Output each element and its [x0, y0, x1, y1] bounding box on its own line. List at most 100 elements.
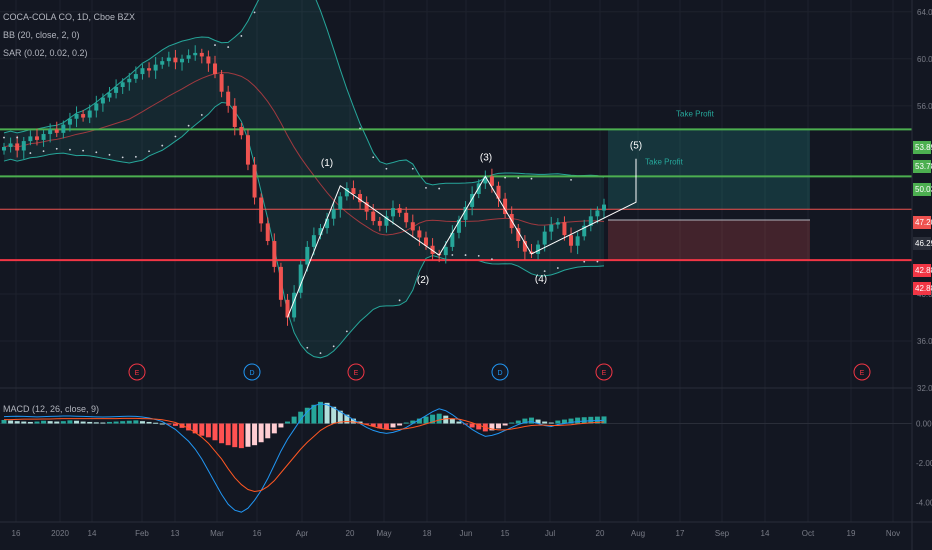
candle-35: [232, 105, 237, 127]
candle-90: [595, 210, 600, 217]
time-tick-7: Apr: [296, 529, 309, 538]
candle-60: [397, 208, 402, 213]
macd-bar-62: [410, 420, 416, 424]
time-tick-10: 18: [423, 529, 432, 538]
sar-legend[interactable]: SAR (0.02, 0.02, 0.2): [3, 48, 88, 58]
macd-bar-85: [561, 419, 567, 424]
symbol-legend[interactable]: COCA-COLA CO, 1D, Cboe BZX: [3, 12, 136, 22]
candle-65: [430, 245, 435, 254]
macd-tick-2: -4.00: [916, 498, 932, 507]
macd-bar-4: [27, 421, 33, 424]
macd-bar-13: [87, 421, 93, 424]
price-tick-1: 60.00: [917, 55, 932, 64]
bb-legend[interactable]: BB (20, close, 2, 0): [3, 30, 80, 40]
price-badge-bg-0: [913, 141, 931, 154]
sar-dots: [3, 11, 599, 355]
macd-bar-41: [271, 423, 277, 434]
price-badge-label-0: 53.89: [915, 143, 932, 152]
time-tick-12: 15: [501, 529, 510, 538]
price-badge-4: 46.29: [913, 237, 932, 250]
macd-bar-58: [383, 423, 389, 430]
macd-bar-67: [443, 415, 449, 424]
candle-59: [391, 208, 396, 217]
candle-79: [522, 241, 527, 252]
candle-28: [186, 55, 191, 59]
macd-bar-43: [285, 421, 291, 424]
time-tick-8: 20: [346, 529, 355, 538]
event-marker-letter-1: D: [249, 370, 254, 377]
candle-46: [305, 246, 310, 265]
candle-11: [74, 114, 79, 119]
macd-bar-26: [172, 423, 178, 426]
event-marker-4: E: [595, 363, 613, 381]
candle-1: [8, 143, 13, 147]
price-tick-4: 36.00: [917, 337, 932, 346]
event-marker-letter-5: E: [860, 370, 865, 377]
macd-bar-31: [205, 423, 211, 438]
sar-dot-46: [306, 346, 309, 349]
time-tick-4: 13: [171, 529, 180, 538]
sar-dot-74: [491, 258, 493, 261]
sar-dot-48: [319, 352, 322, 355]
event-marker-letter-2: E: [354, 370, 359, 377]
candle-83: [549, 224, 554, 232]
price-axis[interactable]: 64.0060.0056.0040.0036.0032.0053.8953.78…: [913, 8, 932, 393]
candle-71: [470, 194, 475, 207]
event-marker-0: E: [128, 363, 146, 381]
wave-label-5: (5): [630, 141, 642, 152]
sar-dot-30: [200, 114, 203, 116]
macd-bar-27: [179, 423, 185, 428]
macd-bar-17: [113, 421, 119, 424]
macd-bar-77: [509, 422, 515, 424]
macd-bar-71: [469, 423, 475, 428]
macd-bar-59: [390, 423, 396, 428]
time-tick-18: 14: [761, 529, 770, 538]
candle-48: [318, 228, 323, 236]
macd-bar-81: [535, 419, 541, 424]
candle-38: [252, 164, 257, 198]
macd-bar-75: [496, 423, 502, 429]
candle-34: [226, 91, 231, 106]
sar-dot-28: [187, 124, 190, 127]
sar-dot-70: [464, 254, 467, 256]
sar-dot-20: [134, 155, 137, 158]
time-tick-15: Aug: [631, 529, 645, 538]
candle-13: [87, 110, 92, 118]
sar-dot-4: [29, 152, 32, 154]
macd-bar-8: [54, 421, 60, 424]
candle-23: [153, 64, 158, 71]
candle-85: [562, 222, 567, 236]
macd-legend[interactable]: MACD (12, 26, close, 9): [3, 404, 100, 414]
candle-31: [206, 56, 211, 64]
candle-19: [127, 78, 132, 83]
macd-bar-39: [258, 423, 264, 443]
candle-7: [48, 129, 53, 135]
time-tick-1: 2020: [51, 529, 69, 538]
price-badge-bg-1: [913, 160, 931, 173]
candle-45: [298, 264, 303, 293]
macd-bar-32: [212, 423, 218, 441]
macd-bar-2: [14, 421, 20, 424]
macd-bar-18: [120, 421, 126, 424]
candle-17: [114, 87, 119, 93]
wave-label-4: (4): [535, 274, 547, 285]
sar-dot-50: [332, 345, 335, 348]
candlestick-series: [2, 45, 606, 326]
price-badge-1: 53.78: [913, 160, 932, 173]
macd-bar-80: [528, 417, 534, 424]
sar-dot-80: [530, 177, 533, 180]
candle-42: [278, 266, 283, 300]
candle-69: [456, 219, 461, 233]
time-axis[interactable]: 16 2020 14 Feb 13 Mar 16 Apr 20 May 18 Jun 15 Jul 20 Au…: [12, 529, 901, 538]
macd-bar-46: [304, 407, 310, 424]
macd-bar-61: [403, 422, 409, 424]
time-tick-13: Jul: [545, 529, 555, 538]
macd-bar-0: [1, 419, 7, 424]
macd-axis[interactable]: 0.00 -2.00 -4.00: [916, 420, 932, 508]
macd-bar-66: [436, 413, 442, 424]
time-tick-9: May: [376, 529, 391, 538]
time-tick-6: 16: [253, 529, 262, 538]
macd-bar-68: [449, 418, 455, 424]
macd-bar-42: [278, 423, 284, 428]
